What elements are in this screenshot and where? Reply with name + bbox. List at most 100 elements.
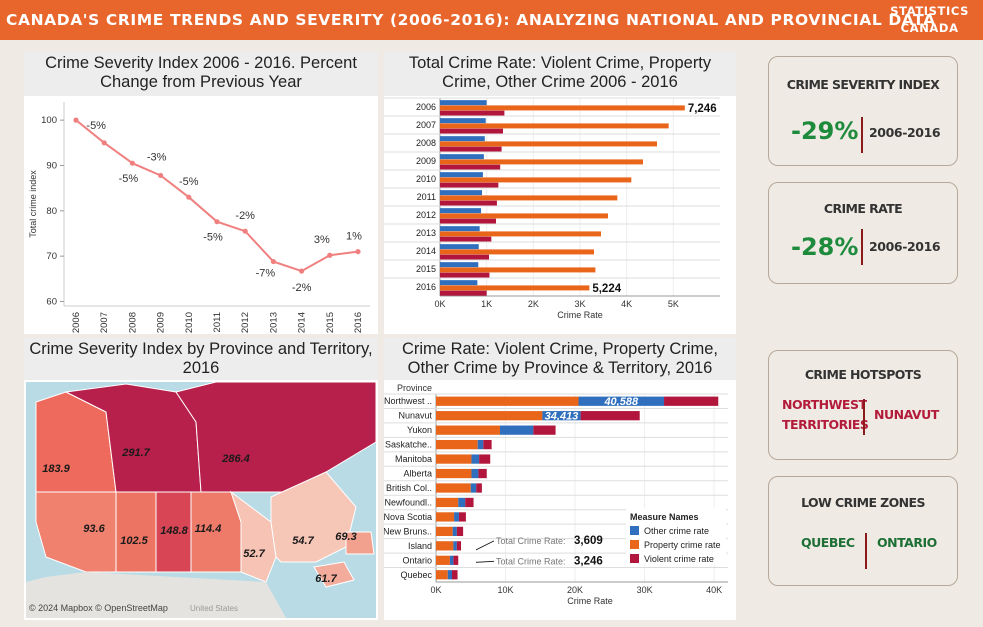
map-region-value: 148.8 bbox=[160, 525, 188, 537]
line-point bbox=[158, 172, 164, 179]
province-bars-panel: Crime Rate: Violent Crime, Property Crim… bbox=[384, 338, 736, 620]
prov-bar bbox=[436, 555, 450, 565]
map-region-value: 183.9 bbox=[42, 463, 70, 475]
prov-bar bbox=[436, 454, 472, 464]
line-x-tick-label: 2016 bbox=[353, 312, 364, 333]
kpi-hotspots-divider bbox=[863, 399, 865, 435]
line-pct-label: -2% bbox=[292, 282, 312, 294]
map-attribution[interactable]: © 2024 Mapbox © OpenStreetMap bbox=[29, 603, 168, 613]
kpi-rate-heading: CRIME RATE bbox=[823, 201, 903, 216]
prov-bar bbox=[436, 396, 579, 406]
kpi-severity-heading: CRIME SEVERITY INDEX bbox=[786, 77, 940, 92]
prov-x-axis-label: Crime Rate bbox=[567, 596, 613, 606]
line-x-tick-label: 2007 bbox=[99, 312, 110, 333]
line-pct-label: -5% bbox=[203, 232, 223, 244]
prov-category-label: Yukon bbox=[407, 425, 432, 435]
prov-legend-swatch bbox=[630, 554, 639, 563]
line-x-tick-label: 2009 bbox=[156, 312, 167, 333]
line-y-tick-label: 100 bbox=[41, 115, 57, 126]
prov-bar bbox=[476, 483, 482, 493]
rate-category-label: 2013 bbox=[416, 228, 436, 238]
rate-data-label: 5,224 bbox=[592, 283, 621, 295]
rate-x-tick-label: 5K bbox=[668, 299, 679, 309]
province-map[interactable]: 183.9 291.7 286.4 93.6 102.5 148.8 114.4 52.7 54… bbox=[26, 382, 376, 618]
line-point bbox=[101, 140, 107, 146]
region-new-brunswick[interactable] bbox=[345, 531, 375, 555]
prov-category-label: Island bbox=[408, 541, 432, 551]
line-x-tick-label: 2015 bbox=[325, 312, 336, 333]
kpi-rate-card: CRIME RATE -28% 2006-2016 bbox=[768, 182, 958, 284]
rate-category-label: 2015 bbox=[416, 264, 436, 274]
map-region-value: 93.6 bbox=[83, 523, 105, 535]
region-quebec[interactable] bbox=[270, 471, 357, 563]
region-alberta[interactable] bbox=[115, 491, 157, 573]
map-region-value: 114.4 bbox=[195, 523, 222, 535]
rate-bar bbox=[440, 285, 590, 291]
kpi-severity-value: -29% bbox=[791, 117, 859, 145]
header-bar: CANADA'S CRIME TRENDS AND SEVERITY (2006… bbox=[0, 0, 983, 40]
prov-x-tick-label: 10K bbox=[498, 585, 514, 595]
line-pct-label: -5% bbox=[179, 176, 199, 188]
line-point bbox=[129, 160, 135, 166]
prov-bar bbox=[452, 526, 457, 537]
prov-bar bbox=[451, 570, 458, 580]
prov-legend-label: Property crime rate bbox=[644, 540, 721, 550]
kpi-low-card: LOW CRIME ZONES QUEBEC ONTARIO bbox=[768, 476, 958, 586]
prov-bar bbox=[436, 541, 454, 551]
prov-bar bbox=[436, 425, 500, 435]
line-point bbox=[186, 194, 192, 200]
prov-category-label: New Bruns.. bbox=[384, 526, 432, 536]
prov-bar bbox=[542, 411, 581, 421]
prov-bar bbox=[447, 570, 452, 580]
rate-x-tick-label: 1K bbox=[481, 299, 492, 309]
prov-bar bbox=[533, 425, 556, 435]
prov-category-label: Nunavut bbox=[398, 411, 432, 421]
prov-x-tick-label: 30K bbox=[637, 585, 653, 595]
rate-category-label: 2010 bbox=[416, 174, 436, 184]
line-point bbox=[270, 258, 276, 265]
kpi-rate-value: -28% bbox=[791, 233, 859, 261]
rate-bar bbox=[440, 177, 632, 183]
prov-legend-swatch bbox=[630, 540, 639, 549]
prov-annotation-value: 3,609 bbox=[574, 535, 603, 547]
prov-category-label: Manitoba bbox=[395, 454, 432, 464]
line-pct-label: -7% bbox=[256, 268, 276, 280]
prov-bar bbox=[436, 411, 543, 421]
rate-bar bbox=[440, 100, 487, 106]
prov-annotation-label: Total Crime Rate: bbox=[496, 536, 566, 546]
prov-legend-label: Other crime rate bbox=[644, 526, 709, 536]
kpi-low-heading: LOW CRIME ZONES bbox=[801, 495, 925, 510]
map-region-value: 291.7 bbox=[121, 447, 150, 459]
rate-bar bbox=[440, 244, 479, 250]
map-region-value: 286.4 bbox=[221, 453, 250, 465]
line-pct-label: -2% bbox=[235, 210, 255, 222]
prov-x-tick-label: 20K bbox=[567, 585, 583, 595]
rate-bar bbox=[440, 128, 503, 134]
line-series bbox=[75, 119, 359, 273]
line-y-tick-label: 70 bbox=[46, 251, 57, 262]
rate-bar bbox=[440, 254, 489, 260]
prov-header: Province bbox=[397, 383, 432, 393]
map-attribution-bg bbox=[26, 600, 186, 614]
severity-line-panel: Crime Severity Index 2006 - 2016. Percen… bbox=[24, 52, 378, 334]
line-x-tick-label: 2010 bbox=[184, 312, 195, 333]
line-pct-label: -3% bbox=[147, 151, 167, 163]
line-point bbox=[327, 252, 333, 258]
prov-bar bbox=[470, 483, 477, 493]
rate-bar bbox=[440, 195, 618, 201]
kpi-rate-period: 2006-2016 bbox=[869, 239, 941, 254]
rate-x-tick-label: 4K bbox=[621, 299, 632, 309]
rate-x-tick-label: 2K bbox=[528, 299, 539, 309]
rate-category-label: 2009 bbox=[416, 156, 436, 166]
line-pct-label: 1% bbox=[346, 231, 362, 243]
rate-bar bbox=[440, 172, 483, 178]
line-y-tick-label: 90 bbox=[46, 160, 57, 171]
kpi-rate-divider bbox=[861, 229, 863, 265]
rate-bar bbox=[440, 262, 479, 268]
kpi-hotspot-second: NUNAVUT bbox=[874, 407, 939, 422]
region-nova-scotia[interactable] bbox=[313, 561, 355, 588]
org-label: STATISTICS CANADA bbox=[890, 3, 969, 37]
prov-x-tick-label: 0K bbox=[430, 585, 441, 595]
rate-bar bbox=[440, 105, 685, 111]
prov-bar bbox=[453, 555, 459, 565]
